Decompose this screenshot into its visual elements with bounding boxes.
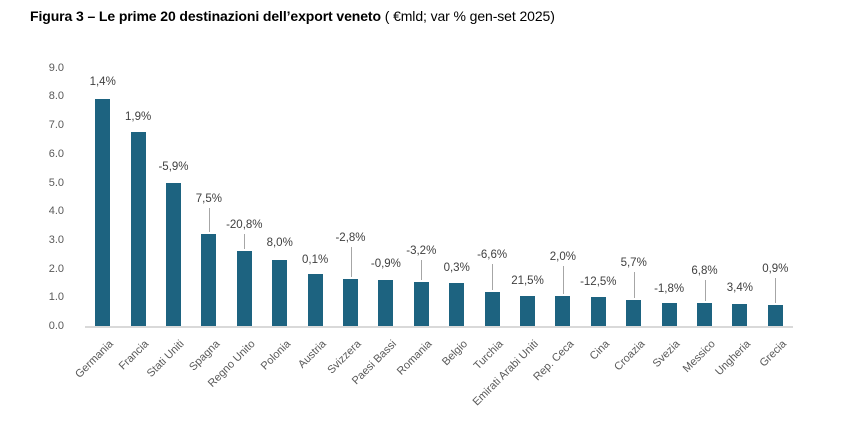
bar-paesi-bassi (378, 280, 394, 326)
x-axis-label: Stati Uniti (145, 338, 187, 380)
x-axis-label: Turchia (471, 338, 506, 373)
data-label: 21,5% (511, 274, 544, 287)
data-label: -12,5% (580, 276, 617, 289)
x-axis-label: Croazia (611, 338, 648, 374)
leader-line (633, 272, 635, 299)
data-label: -6,6% (477, 248, 508, 261)
bar-spagna (201, 234, 217, 326)
x-axis-label: Cina (587, 338, 612, 363)
x-axis-label: Belgio (440, 338, 471, 369)
leader-line (244, 234, 246, 250)
data-label: 1,4% (89, 76, 116, 89)
y-axis-tick-label: 9.0 (48, 61, 64, 74)
data-label: 8,0% (266, 236, 293, 249)
data-label: 0,3% (443, 261, 470, 274)
y-axis-tick-label: 3.0 (48, 233, 64, 246)
leader-line (562, 265, 564, 294)
bar-austria (307, 274, 323, 326)
data-label: -3,2% (406, 244, 437, 257)
chart-title-bold: Figura 3 – Le prime 20 destinazioni dell… (30, 8, 381, 24)
data-label: 6,8% (691, 265, 718, 278)
bar-emirati-arabi-uniti (520, 295, 535, 326)
y-axis-tick-label: 4.0 (48, 205, 64, 218)
leader-line (775, 278, 777, 304)
data-label: 2,0% (549, 250, 576, 263)
bar-cina (590, 297, 606, 326)
leader-line (492, 263, 494, 290)
bar-germania (95, 99, 111, 326)
x-axis-label: Romania (395, 338, 435, 378)
data-label: 3,4% (726, 282, 753, 295)
bar-turchia (484, 291, 500, 326)
data-label: -1,8% (654, 283, 685, 296)
bar-polonia (272, 259, 288, 326)
data-label: 7,5% (195, 193, 222, 206)
bar-romania (413, 281, 429, 326)
y-axis-tick-label: 5.0 (48, 176, 64, 189)
x-axis-label: Austria (295, 338, 329, 371)
bar-ungheria (732, 304, 748, 326)
x-axis-line (85, 326, 793, 328)
leader-line (208, 208, 210, 233)
x-axis-label: Polonia (258, 338, 294, 373)
data-label: -5,9% (158, 160, 189, 173)
x-axis-label: Ungheria (713, 338, 754, 379)
bar-belgio (449, 282, 465, 326)
data-label: 5,7% (620, 257, 647, 270)
leader-line (350, 246, 352, 277)
y-axis-tick-label: 1.0 (48, 291, 64, 304)
y-axis-tick-label: 8.0 (48, 90, 64, 103)
x-axis-label: Francia (117, 338, 152, 373)
x-axis-label: Emirati Arabi Uniti (470, 338, 541, 409)
data-label: -2,8% (335, 231, 366, 244)
data-label: -0,9% (370, 258, 401, 271)
bar-stati-uniti (166, 182, 181, 326)
bar-regno-unito (236, 251, 252, 326)
bar-grecia (767, 305, 783, 326)
bar-rep-ceca (555, 295, 571, 326)
x-axis-label: Svezia (650, 338, 683, 370)
bar-francia (130, 132, 146, 326)
x-axis-label: Grecia (757, 338, 789, 370)
chart-title: Figura 3 – Le prime 20 destinazioni dell… (30, 7, 555, 25)
y-axis-tick-label: 6.0 (48, 147, 64, 160)
x-axis-label: Spagna (187, 338, 223, 374)
data-label: 0,1% (301, 254, 329, 267)
data-label: -20,8% (226, 219, 263, 232)
y-axis-tick-label: 2.0 (48, 262, 64, 275)
bar-svezia (661, 303, 677, 326)
data-label: 1,9% (124, 111, 152, 124)
bar-croazia (626, 300, 642, 326)
leader-line (421, 259, 423, 280)
y-axis-tick-label: 7.0 (48, 119, 64, 132)
y-axis-tick-label: 0.0 (48, 320, 64, 332)
chart-title-subtitle: ( €mld; var % gen-set 2025) (380, 8, 555, 24)
bar-svizzera (343, 278, 358, 326)
leader-line (704, 280, 706, 302)
data-label: 0,9% (762, 263, 789, 276)
x-axis-label: Germania (73, 338, 117, 381)
bar-messico (697, 303, 712, 326)
